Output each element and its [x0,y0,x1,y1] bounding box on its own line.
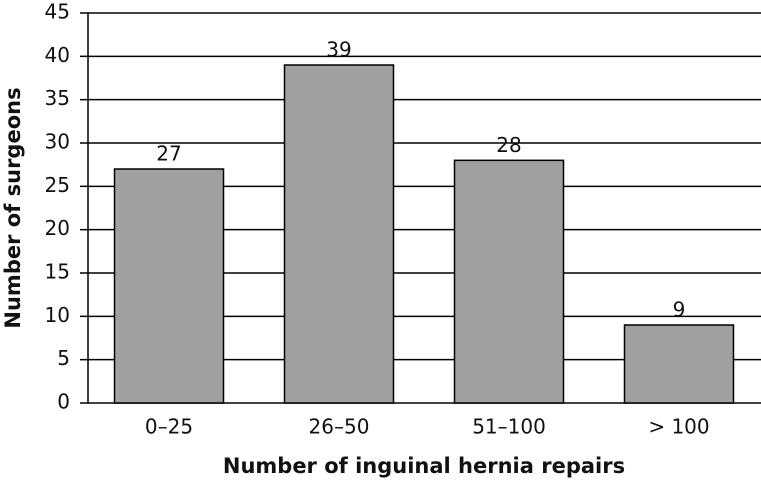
y-tick-label: 15 [45,260,70,284]
y-tick-label: 40 [45,43,70,67]
x-tick-label: 26–50 [309,415,370,439]
value-label: 9 [673,298,686,322]
bar [623,324,735,404]
x-tick-label: > 100 [648,415,709,439]
y-axis-title: Number of surgeons [1,87,25,328]
value-label: 39 [326,38,351,62]
value-label: 27 [156,142,181,166]
x-tick-label: 0–25 [145,415,193,439]
bar [113,168,225,404]
y-tick-label: 10 [45,303,70,327]
bar [283,64,395,404]
y-tick-label: 5 [57,346,70,370]
value-label: 28 [496,133,521,157]
y-tick-label: 35 [45,86,70,110]
y-tick-label: 45 [45,0,70,24]
y-tick-label: 0 [57,390,70,414]
y-tick-label: 20 [45,216,70,240]
y-tick-label: 30 [45,130,70,154]
bar [453,159,565,404]
y-tick-label: 25 [45,173,70,197]
x-tick-label: 51–100 [472,415,546,439]
x-axis-title: Number of inguinal hernia repairs [223,454,625,478]
